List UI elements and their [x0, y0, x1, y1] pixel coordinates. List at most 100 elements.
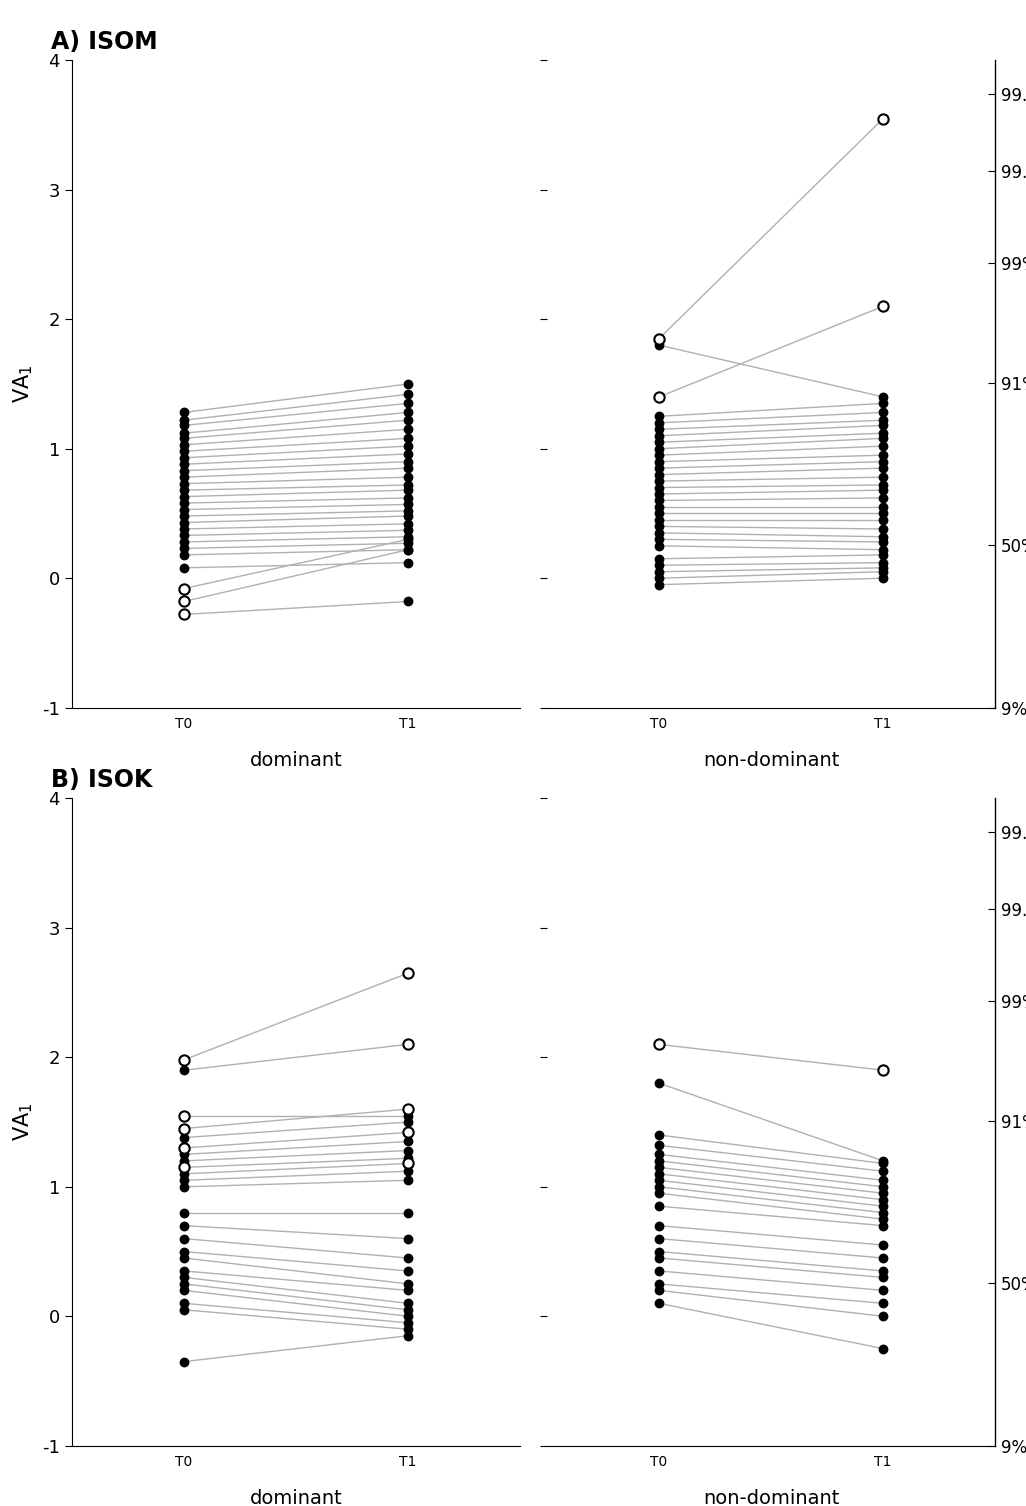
Point — [650, 1181, 667, 1205]
Point — [875, 1175, 892, 1199]
Point — [175, 459, 192, 483]
Point — [400, 1259, 417, 1283]
Point — [175, 497, 192, 521]
Point — [650, 411, 667, 435]
Point — [400, 498, 417, 523]
Point — [175, 1298, 192, 1322]
Point — [175, 524, 192, 548]
Point — [650, 468, 667, 492]
Point — [875, 294, 892, 318]
Point — [650, 1143, 667, 1167]
Point — [875, 524, 892, 548]
Point — [875, 294, 892, 318]
Point — [175, 1125, 192, 1149]
Point — [175, 1349, 192, 1373]
Point — [175, 1245, 192, 1270]
Point — [875, 1152, 892, 1176]
Point — [875, 107, 892, 131]
Point — [400, 1160, 417, 1184]
X-axis label: dominant: dominant — [249, 1489, 343, 1506]
Point — [175, 1259, 192, 1283]
Point — [875, 1160, 892, 1184]
Y-axis label: VA$_1$: VA$_1$ — [11, 364, 35, 404]
Point — [400, 1324, 417, 1348]
Point — [650, 476, 667, 500]
Point — [175, 577, 192, 601]
Point — [875, 501, 892, 526]
Point — [650, 437, 667, 461]
Point — [400, 1310, 417, 1334]
Point — [175, 1149, 192, 1173]
Point — [175, 1136, 192, 1160]
Point — [875, 434, 892, 458]
Point — [875, 401, 892, 425]
Point — [175, 530, 192, 554]
Point — [175, 408, 192, 432]
Point — [650, 417, 667, 441]
Point — [400, 961, 417, 985]
Point — [400, 1298, 417, 1322]
Point — [875, 566, 892, 590]
Point — [400, 1096, 417, 1120]
Point — [875, 1200, 892, 1224]
Point — [175, 1143, 192, 1167]
Point — [875, 1188, 892, 1212]
Point — [650, 327, 667, 351]
Point — [650, 515, 667, 539]
Point — [175, 1226, 192, 1250]
Point — [650, 1123, 667, 1148]
Point — [650, 1291, 667, 1315]
Point — [875, 477, 892, 501]
Point — [175, 602, 192, 626]
Point — [400, 477, 417, 501]
Point — [875, 1169, 892, 1193]
Point — [650, 443, 667, 467]
Point — [650, 560, 667, 584]
Point — [875, 107, 892, 131]
Point — [650, 327, 667, 351]
Point — [400, 473, 417, 497]
Point — [175, 1214, 192, 1238]
X-axis label: dominant: dominant — [249, 751, 343, 770]
Point — [650, 566, 667, 590]
Point — [875, 551, 892, 575]
Point — [875, 1259, 892, 1283]
Text: B) ISOK: B) ISOK — [51, 768, 153, 792]
Point — [400, 1139, 417, 1163]
Point — [175, 413, 192, 437]
Point — [175, 426, 192, 450]
Point — [400, 961, 417, 985]
Point — [400, 372, 417, 396]
Point — [400, 426, 417, 450]
Point — [650, 1155, 667, 1179]
Point — [650, 1245, 667, 1270]
Point — [875, 495, 892, 520]
Point — [650, 386, 667, 410]
Point — [400, 527, 417, 551]
Point — [175, 446, 192, 470]
Point — [875, 392, 892, 416]
Point — [650, 488, 667, 512]
Point — [175, 556, 192, 580]
Point — [875, 413, 892, 437]
Point — [650, 462, 667, 486]
Point — [175, 602, 192, 626]
Point — [875, 422, 892, 446]
Point — [175, 422, 192, 446]
Point — [650, 1194, 667, 1218]
Point — [400, 538, 417, 562]
Point — [650, 450, 667, 474]
Point — [875, 560, 892, 584]
Point — [175, 1155, 192, 1179]
Point — [400, 1032, 417, 1056]
Point — [175, 440, 192, 464]
Point — [400, 1304, 417, 1328]
Point — [650, 1175, 667, 1199]
Point — [400, 1279, 417, 1303]
Point — [175, 1175, 192, 1199]
Point — [175, 1059, 192, 1083]
Point — [175, 1273, 192, 1297]
Point — [875, 1181, 892, 1205]
Point — [400, 1318, 417, 1342]
Point — [875, 1194, 892, 1218]
